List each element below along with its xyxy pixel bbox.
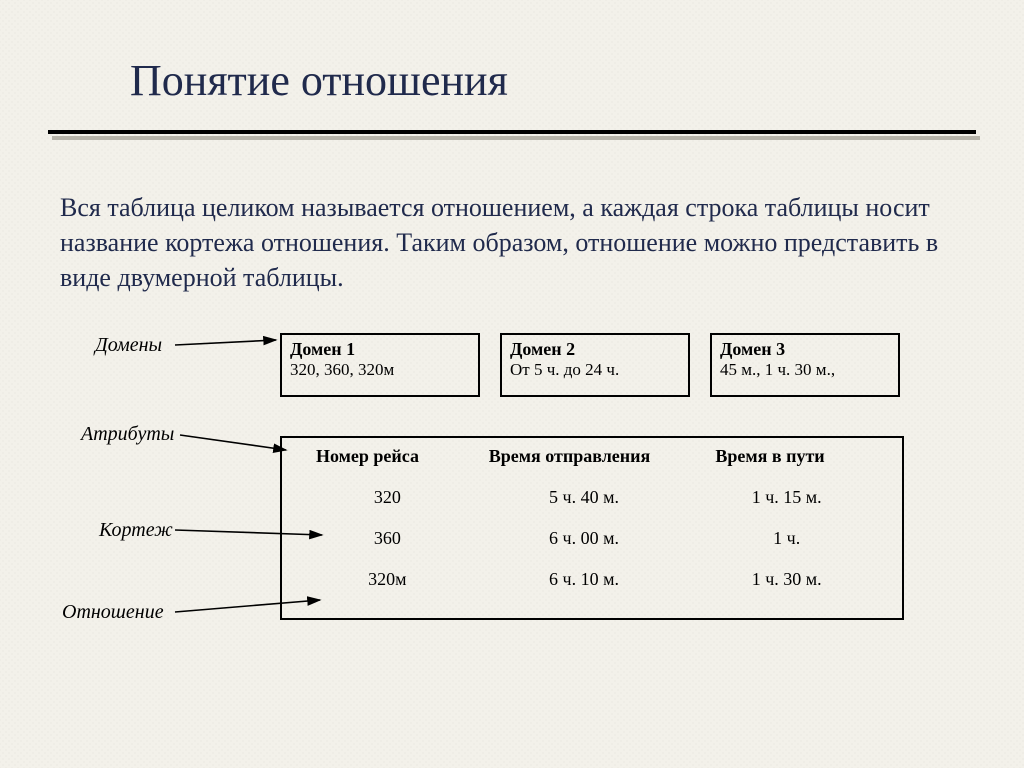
cell: 6 ч. 00 м.	[483, 518, 686, 559]
domain-1-content: 320, 360, 320м	[290, 360, 470, 380]
cell: 320	[292, 477, 483, 518]
table-row: 320м 6 ч. 10 м. 1 ч. 30 м.	[292, 559, 888, 600]
cell: 320м	[292, 559, 483, 600]
label-relation: Отношение	[62, 601, 164, 624]
cell: 360	[292, 518, 483, 559]
domain-2-title: Домен 2	[510, 339, 680, 360]
arrow-attributes	[180, 435, 286, 450]
relation-table: Номер рейса Время отправления Время в пу…	[292, 442, 888, 600]
table-row: 320 5 ч. 40 м. 1 ч. 15 м.	[292, 477, 888, 518]
label-tuple: Кортеж	[99, 519, 173, 542]
header-departure: Время отправления	[483, 442, 686, 477]
domain-1-title: Домен 1	[290, 339, 470, 360]
header-flight: Номер рейса	[292, 442, 483, 477]
cell: 1 ч. 15 м.	[685, 477, 888, 518]
domain-3-title: Домен 3	[720, 339, 890, 360]
table-header-row: Номер рейса Время отправления Время в пу…	[292, 442, 888, 477]
domain-box-2: Домен 2 От 5 ч. до 24 ч.	[500, 333, 690, 397]
title-rule	[48, 130, 976, 134]
domain-box-1: Домен 1 320, 360, 320м	[280, 333, 480, 397]
domain-3-content: 45 м., 1 ч. 30 м.,	[720, 360, 890, 380]
domain-2-content: От 5 ч. до 24 ч.	[510, 360, 680, 380]
cell: 1 ч. 30 м.	[685, 559, 888, 600]
header-duration: Время в пути	[685, 442, 888, 477]
domain-box-3: Домен 3 45 м., 1 ч. 30 м.,	[710, 333, 900, 397]
title-rule-shadow	[52, 136, 980, 140]
label-attributes: Атрибуты	[81, 423, 174, 446]
slide-paragraph: Вся таблица целиком называется отношение…	[60, 190, 960, 295]
cell: 5 ч. 40 м.	[483, 477, 686, 518]
table-row: 360 6 ч. 00 м. 1 ч.	[292, 518, 888, 559]
cell: 6 ч. 10 м.	[483, 559, 686, 600]
label-domains: Домены	[95, 334, 162, 357]
cell: 1 ч.	[685, 518, 888, 559]
arrow-domains	[175, 340, 276, 345]
slide-title: Понятие отношения	[130, 55, 508, 106]
